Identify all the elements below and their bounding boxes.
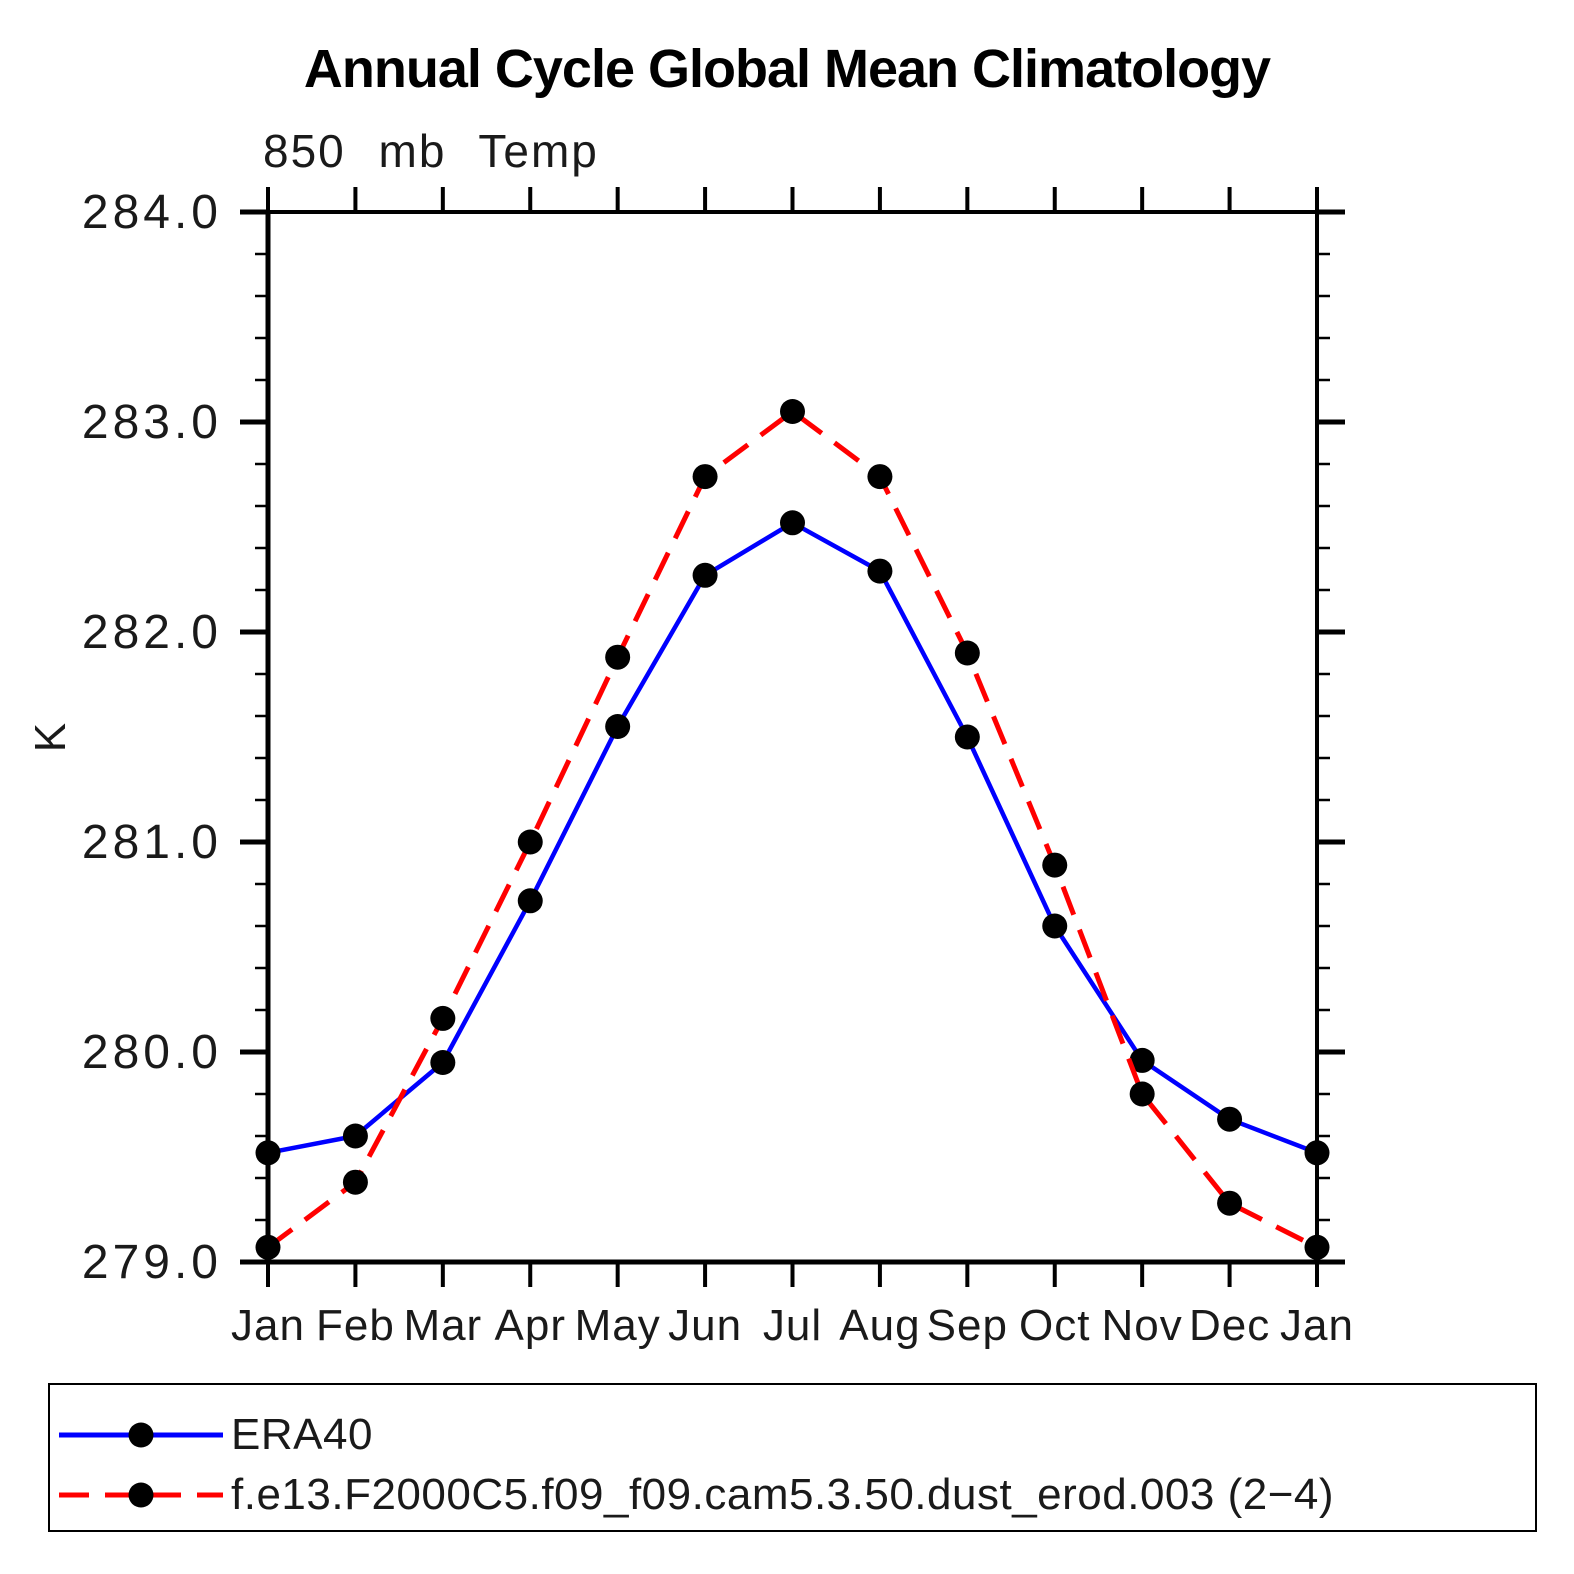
x-tick-label: Dec (1189, 1301, 1270, 1350)
data-point-marker (255, 1140, 281, 1166)
data-point-marker (517, 888, 543, 914)
data-point-marker (1129, 1081, 1155, 1107)
series-line-1 (266, 409, 1319, 1250)
y-tick-label: 283.0 (82, 396, 222, 449)
x-tick-label: Jul (763, 1301, 822, 1350)
data-point-marker (605, 644, 631, 670)
data-point-marker (605, 714, 631, 739)
legend-label-model: f.e13.F2000C5.f09_f09.cam5.3.50.dust_ero… (231, 1470, 1335, 1519)
x-tick-label: Sep (927, 1301, 1008, 1350)
data-point-marker (692, 562, 718, 588)
data-point-marker (255, 1234, 281, 1260)
data-point-marker (867, 558, 893, 584)
data-point-marker (780, 399, 805, 424)
data-point-marker (867, 464, 893, 490)
data-point-marker (1217, 1190, 1243, 1216)
data-point-marker (692, 464, 718, 490)
series-line-0 (267, 520, 1318, 1156)
data-point-marker (1129, 1047, 1155, 1073)
chart-subtitle: 850 mb Temp (263, 125, 599, 177)
legend-swatch-model-line-icon (59, 1482, 223, 1508)
y-tick-label: 284.0 (82, 186, 222, 239)
data-point-marker (1304, 1140, 1330, 1166)
data-point-marker (1042, 852, 1068, 878)
data-point-marker (430, 1005, 456, 1031)
x-tick-label: Apr (495, 1301, 566, 1350)
x-tick-label: Aug (839, 1301, 920, 1350)
data-point-marker (342, 1169, 368, 1195)
x-tick-label: Oct (1019, 1301, 1090, 1350)
data-point-marker (1042, 913, 1068, 939)
data-point-marker (430, 1050, 456, 1075)
y-tick-label: 279.0 (82, 1236, 222, 1289)
x-tick-label: Feb (316, 1301, 395, 1350)
data-point-marker (342, 1123, 368, 1149)
legend-swatch-era40-line-icon (59, 1422, 223, 1448)
data-point-marker (780, 510, 805, 536)
data-point-marker (517, 829, 543, 855)
data-point-marker (954, 724, 980, 750)
legend-entry-era40: ERA40 (57, 1405, 373, 1465)
y-tick-label: 281.0 (82, 816, 222, 869)
y-tick-label: 282.0 (82, 606, 222, 659)
chart-title: Annual Cycle Global Mean Climatology (303, 39, 1271, 99)
x-tick-label: Jan (231, 1301, 305, 1350)
data-point-marker (1217, 1106, 1243, 1132)
x-tick-label: Mar (403, 1301, 482, 1350)
legend: ERA40 f.e13.F2000C5.f09_f09.cam5.3.50.du… (48, 1383, 1537, 1532)
legend-label-era40: ERA40 (231, 1410, 373, 1459)
x-tick-label: May (575, 1301, 661, 1350)
data-point-marker (954, 640, 980, 666)
data-point-marker (1304, 1234, 1330, 1260)
x-tick-label: Nov (1102, 1301, 1183, 1350)
x-tick-label: Jun (668, 1301, 742, 1350)
y-tick-label: 280.0 (82, 1026, 222, 1079)
legend-entry-model: f.e13.F2000C5.f09_f09.cam5.3.50.dust_ero… (57, 1465, 1334, 1525)
x-tick-label: Jan (1280, 1301, 1354, 1350)
